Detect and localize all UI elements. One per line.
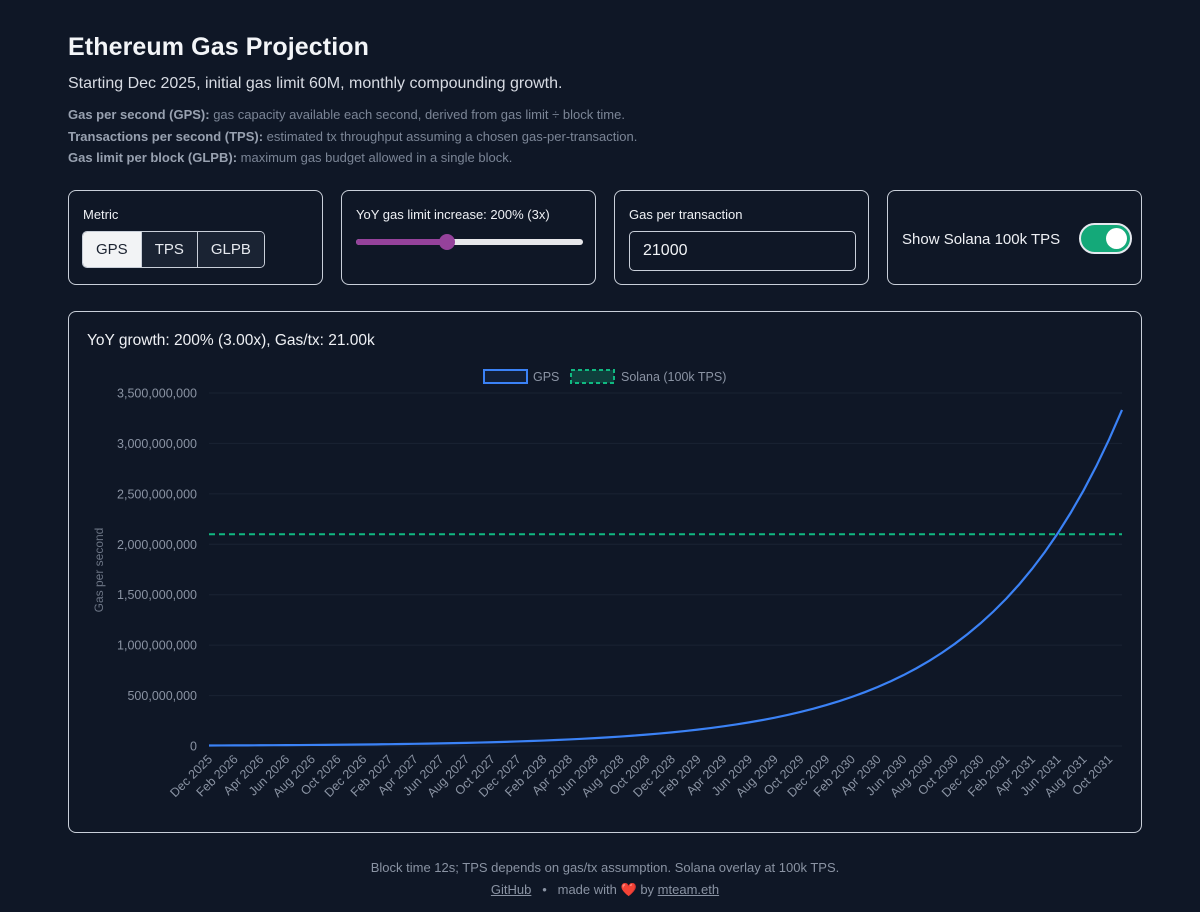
gas-per-tx-input[interactable] (629, 231, 856, 271)
made-with-text: made with (557, 882, 617, 897)
slider-thumb[interactable] (438, 234, 455, 250)
y-tick-label: 2,500,000,000 (117, 487, 197, 501)
author-link[interactable]: mteam.eth (657, 882, 720, 897)
gas-per-tx-card: Gas per transaction (614, 190, 869, 285)
legend-solana-label: Solana (100k TPS) (621, 370, 726, 384)
toggle-knob (1106, 228, 1127, 249)
y-tick-label: 1,500,000,000 (117, 588, 197, 602)
gas-per-tx-label: Gas per transaction (629, 207, 743, 222)
metric-gps-button[interactable]: GPS (83, 232, 141, 267)
footer-links: GitHub • made with ❤️ by mteam.eth (68, 882, 1142, 898)
footer-note: Block time 12s; TPS depends on gas/tx as… (370, 860, 840, 875)
slider-track (356, 239, 583, 245)
metric-tps-button[interactable]: TPS (140, 232, 197, 267)
slider-fill (356, 239, 447, 245)
definition-glpb: Gas limit per block (GLPB): maximum gas … (68, 150, 513, 165)
definition-tps: Transactions per second (TPS): estimated… (68, 128, 638, 144)
metric-glpb-button[interactable]: GLPB (196, 232, 264, 267)
footer-separator: • (542, 882, 547, 897)
growth-label: YoY gas limit increase: 200% (3x) (356, 207, 550, 222)
github-link[interactable]: GitHub (490, 882, 532, 897)
growth-slider[interactable] (356, 234, 583, 250)
gps-chart: 0 500,000,000 1,000,000,000 1,500,000,000 2,… (92, 369, 1124, 800)
page-subtitle: Starting Dec 2025, initial gas limit 60M… (68, 75, 563, 92)
legend-gps-label: GPS (533, 370, 559, 384)
legend-solana-swatch (570, 369, 615, 384)
solana-toggle-label: Show Solana 100k TPS (902, 231, 1061, 248)
heart-icon: ❤️ (620, 882, 637, 897)
solana-card: Show Solana 100k TPS (887, 190, 1142, 285)
y-axis-label: Gas per second (92, 528, 106, 613)
y-tick-label: 3,000,000,000 (117, 437, 197, 451)
definition-gps: Gas per second (GPS): gas capacity avail… (68, 107, 625, 122)
gps-line (208, 409, 1124, 747)
solana-toggle[interactable] (1079, 223, 1132, 254)
legend-gps-swatch (483, 369, 528, 384)
y-tick-label: 0 (190, 740, 197, 754)
metric-card: Metric GPS TPS GLPB (68, 190, 323, 285)
y-tick-label: 500,000,000 (127, 689, 197, 703)
y-tick-label: 1,000,000,000 (117, 639, 197, 653)
definitions: Gas per second (GPS): gas capacity avail… (68, 104, 637, 169)
metric-selector: GPS TPS GLPB (82, 231, 265, 268)
chart-heading: YoY growth: 200% (3.00x), Gas/tx: 21.00k (87, 332, 375, 349)
chart-card: YoY growth: 200% (3.00x), Gas/tx: 21.00k… (68, 311, 1142, 833)
page-title: Ethereum Gas Projection (68, 33, 369, 61)
y-tick-label: 3,500,000,000 (117, 387, 197, 401)
metric-label: Metric (83, 207, 119, 222)
by-text: by (640, 882, 655, 897)
y-tick-label: 2,000,000,000 (117, 538, 197, 552)
growth-card: YoY gas limit increase: 200% (3x) (341, 190, 596, 285)
